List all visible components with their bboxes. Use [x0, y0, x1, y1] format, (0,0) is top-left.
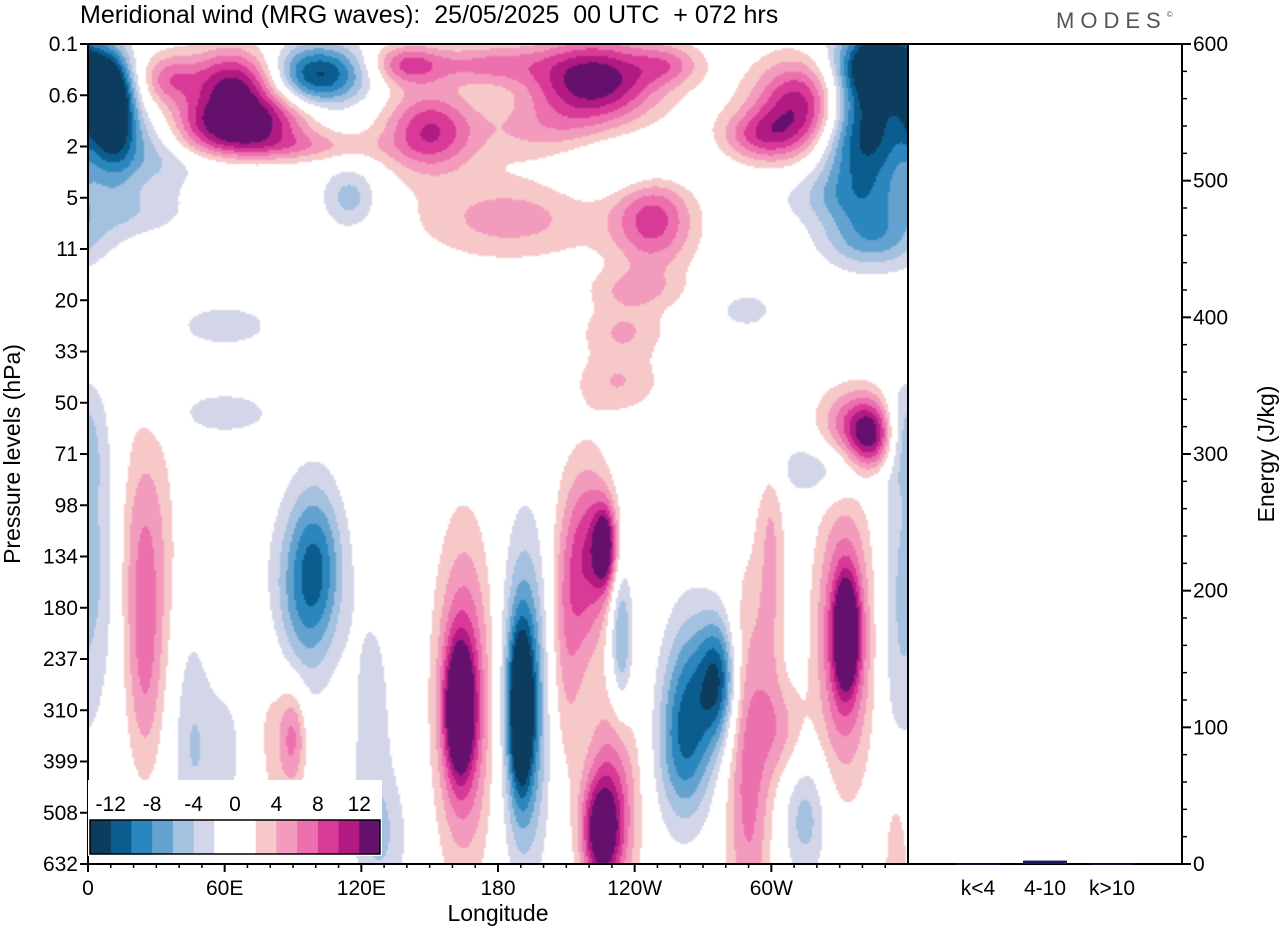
energy-bars: k<4 4-10 k>10 [956, 860, 1135, 900]
y-tick-label: 20 [55, 289, 78, 312]
energy-axis: 0 100 200 300 400 500 600 [1182, 33, 1228, 876]
colorbar-label: 12 [348, 793, 371, 816]
energy-tick-label: 100 [1193, 716, 1228, 739]
y-tick-label: 310 [43, 699, 78, 722]
energy-category-label: k<4 [961, 877, 996, 900]
colorbar-swatch [338, 820, 360, 854]
energy-tick-label: 600 [1193, 33, 1228, 56]
colorbar-swatch [131, 820, 153, 854]
y-tick-label: 11 [56, 238, 78, 261]
colorbar: -12 -8 -4 0 4 8 12 [88, 780, 382, 856]
x-tick-label: 180 [480, 877, 515, 900]
y-tick-label: 5 [66, 187, 78, 210]
x-tick-label: 60W [750, 877, 793, 900]
y-tick-label: 2 [66, 136, 78, 159]
y-tick-label: 71 [55, 443, 78, 466]
x-axis-title: Longitude [447, 900, 548, 926]
x-tick-label: 120W [607, 877, 662, 900]
colorbar-swatch [193, 820, 215, 854]
y-tick-label: 0.1 [49, 33, 78, 56]
y-tick-label: 50 [55, 392, 78, 415]
energy-axis-title: Energy (J/kg) [1253, 386, 1279, 523]
y-tick-label: 0.6 [49, 84, 78, 107]
energy-category-label: 4-10 [1024, 877, 1066, 900]
colorbar-swatch [214, 820, 236, 854]
colorbar-swatch [152, 820, 174, 854]
energy-tick-label: 300 [1193, 443, 1228, 466]
energy-tick-label: 0 [1193, 853, 1205, 876]
colorbar-swatch [110, 820, 132, 854]
colorbar-swatch [276, 820, 298, 854]
logo-mark: © [1166, 10, 1173, 19]
x-axis: 0 60E 120E 180 120W 60W [82, 864, 886, 900]
energy-tick-label: 400 [1193, 306, 1228, 329]
y-tick-label: 180 [43, 597, 78, 620]
colorbar-label: -8 [143, 793, 162, 816]
colorbar-swatch [235, 820, 257, 854]
chart-title: Meridional wind (MRG waves): 25/05/2025 … [80, 1, 779, 29]
colorbar-label: 0 [229, 793, 241, 816]
logo-text: MODES [1056, 8, 1167, 33]
colorbar-label: -4 [184, 793, 203, 816]
y-tick-label: 399 [43, 751, 78, 774]
x-tick-label: 60E [206, 877, 243, 900]
y-tick-label: 33 [55, 341, 78, 364]
energy-bar [1090, 863, 1134, 865]
y-axis: 0.1 0.6 2 5 11 20 33 50 71 98 134 180 237 310 399 508 63… [43, 33, 88, 876]
colorbar-swatch [255, 820, 277, 854]
y-axis-title: Pressure levels (hPa) [0, 344, 25, 564]
colorbar-label: -12 [96, 793, 126, 816]
energy-bar [956, 863, 1000, 865]
x-tick-label: 0 [82, 877, 94, 900]
y-tick-label: 508 [43, 802, 78, 825]
energy-category-label: k>10 [1089, 877, 1135, 900]
colorbar-swatch [172, 820, 195, 854]
y-tick-label: 134 [43, 546, 78, 569]
y-tick-label: 237 [43, 648, 78, 671]
wind-heatmap [88, 44, 908, 864]
energy-panel-frame [907, 43, 1183, 865]
colorbar-frame [89, 819, 381, 855]
modes-logo: MODES© [1056, 8, 1173, 34]
colorbar-swatch [317, 820, 340, 854]
colorbar-label: 4 [271, 793, 283, 816]
colorbar-swatch [297, 820, 319, 854]
energy-tick-label: 200 [1193, 580, 1228, 603]
y-tick-label: 632 [43, 853, 78, 876]
energy-tick-label: 500 [1193, 170, 1228, 193]
y-tick-label: 98 [55, 494, 78, 517]
energy-bar [1023, 860, 1067, 864]
colorbar-label: 8 [312, 793, 324, 816]
colorbar-swatch [90, 820, 112, 854]
x-tick-label: 120E [337, 877, 386, 900]
colorbar-swatch [359, 820, 381, 854]
